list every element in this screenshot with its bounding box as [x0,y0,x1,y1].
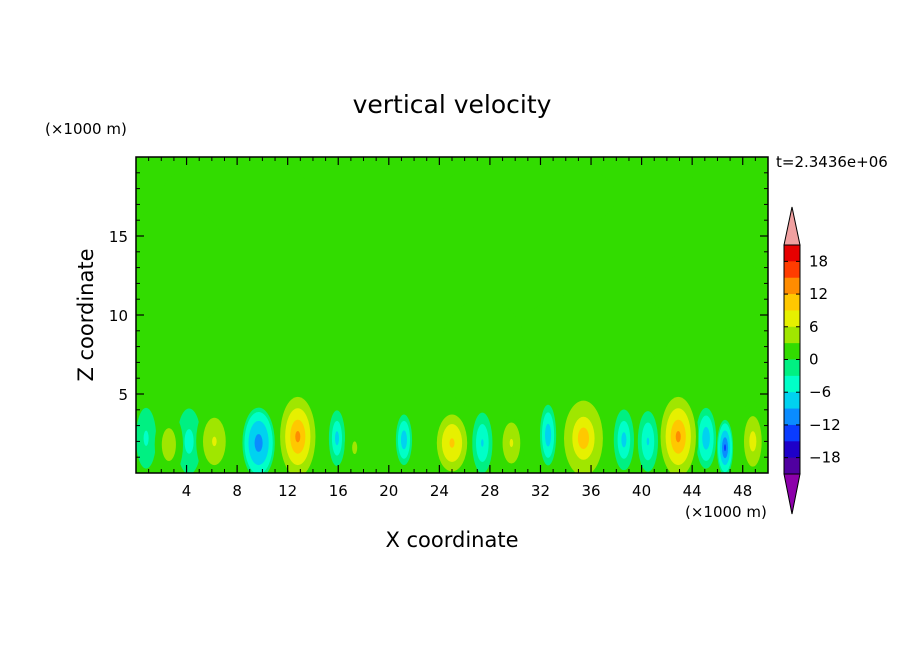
updraft-cell [675,430,681,443]
y-tick-label: 5 [118,386,128,404]
colorbar-tick-label: −18 [809,449,841,467]
colorbar-tick-label: 0 [809,351,819,369]
colorbar-tick-label: 12 [809,285,828,303]
updraft-cell [295,430,301,443]
weak-updraft-region [262,228,364,323]
updraft-cell [167,440,171,449]
colorbar-segment [784,457,800,475]
time-label: t=2.3436e+06 [776,153,888,171]
downdraft-cell [144,434,148,443]
x-tick-label: 40 [632,482,651,500]
x-unit-label: (×1000 m) [685,503,767,521]
x-tick-label: 28 [480,482,499,500]
x-tick-label: 44 [683,482,702,500]
colorbar-segment [784,310,800,328]
x-axis-label: X coordinate [385,528,518,552]
updraft-cell [580,432,587,444]
colorbar-segment [784,424,800,442]
weak-updraft-region [692,157,768,205]
colorbar-segment [784,408,800,426]
updraft-cell [212,436,217,447]
updraft-cell [449,438,455,448]
colorbar-segment [784,245,800,262]
downdraft-cell [481,439,484,447]
y-unit-label: (×1000 m) [45,120,127,138]
downdraft-cell [402,436,405,443]
x-tick-label: 36 [581,482,600,500]
weak-updraft-region [439,157,617,236]
x-tick-label: 12 [278,482,297,500]
weak-updraft-region [136,204,231,331]
x-tick-label: 16 [329,482,348,500]
updraft-cell [353,444,356,451]
y-tick-label: 15 [109,228,128,246]
colorbar-segment [784,392,800,410]
colorbar-tick-label: −12 [809,416,841,434]
colorbar-segment [784,359,800,377]
downdraft-cell [622,436,626,444]
downdraft-cell [256,438,261,448]
downdraft-cell [704,434,708,443]
weak-updraft-region [439,299,528,410]
colorbar-over-triangle [783,206,801,246]
colorbar-segment [784,343,800,360]
colorbar-tick-label: −6 [809,383,831,401]
chart-title: vertical velocity [353,90,552,119]
colorbar-segment [784,326,800,344]
x-axis: 4 8 12 16 20 24 28 32 36 40 44 48 [148,157,756,500]
colorbar-segment [784,261,800,279]
y-axis: 5 10 15 [109,172,768,458]
velocity-field [136,157,768,473]
downdraft-cell [335,434,338,442]
updraft-cell [509,438,514,448]
colorbar-tick-label: 18 [809,252,828,270]
x-tick-label: 24 [430,482,449,500]
colorbar-segment [784,441,800,459]
downdraft-cell [724,444,727,452]
y-axis-label: Z coordinate [74,248,98,381]
x-tick-label: 20 [379,482,398,500]
weak-updraft-region [521,291,674,371]
downdraft-cell [547,431,550,439]
downdraft-cell [187,437,191,446]
x-tick-label: 8 [232,482,242,500]
colorbar-segment [784,277,800,295]
updraft-cell [751,436,755,447]
weak-updraft-region [641,251,768,331]
colorbar-segment [784,375,800,393]
x-tick-label: 48 [733,482,752,500]
x-tick-label: 4 [182,482,192,500]
colorbar-under-triangle [783,473,801,515]
x-tick-label: 32 [531,482,550,500]
colorbar-segment [784,294,800,311]
colorbar: 18 12 6 0 −6 −12 −18 [783,206,841,515]
downdraft-cell [646,437,650,446]
colorbar-tick-label: 6 [809,318,819,336]
y-tick-label: 10 [109,307,128,325]
